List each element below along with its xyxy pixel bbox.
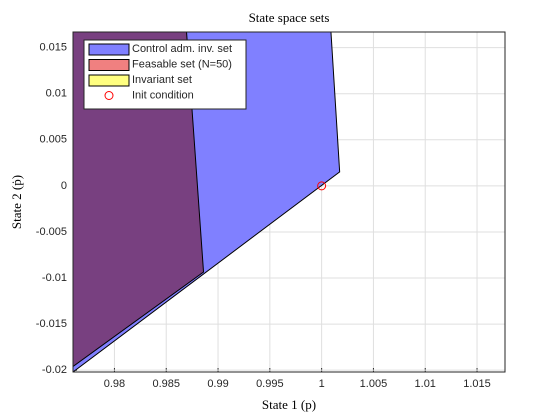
y-tick-label: 0.005 xyxy=(39,134,67,146)
legend-label: Control adm. inv. set xyxy=(132,43,232,55)
axes-box xyxy=(72,31,506,373)
legend-label: Invariant set xyxy=(132,74,192,86)
legend-marker xyxy=(104,91,114,100)
y-tick-label: -0.02 xyxy=(42,364,67,376)
legend-swatch xyxy=(88,59,130,71)
y-tick-label: 0.01 xyxy=(46,88,67,100)
x-tick-label: 1.01 xyxy=(415,378,436,390)
x-tick-label: 1 xyxy=(319,378,325,390)
legend-swatch xyxy=(88,74,130,87)
x-tick-label: 0.995 xyxy=(256,378,284,390)
y-tick-label: 0 xyxy=(61,180,67,192)
x-tick-label: 0.99 xyxy=(207,378,228,390)
y-tick-label: -0.01 xyxy=(42,272,67,284)
set-polygon xyxy=(73,32,205,368)
chart-title: State space sets xyxy=(249,10,330,25)
y-tick-label: -0.015 xyxy=(36,318,67,330)
legend-label: Init condition xyxy=(132,89,194,101)
x-tick-label: 0.985 xyxy=(152,378,180,390)
legend-swatch xyxy=(88,43,130,56)
legend-label: Feasable set (N=50) xyxy=(132,58,232,70)
legend: Control adm. inv. set Feasable set (N=50)… xyxy=(83,39,247,110)
x-tick-label: 1.015 xyxy=(463,378,491,390)
y-tick-label: 0.015 xyxy=(39,42,67,54)
y-axis-label: State 2 (ṗ) xyxy=(9,175,24,229)
init-point xyxy=(317,181,327,191)
x-tick-label: 1.005 xyxy=(360,378,388,390)
x-tick-label: 0.98 xyxy=(104,378,125,390)
x-axis-label: State 1 (p) xyxy=(262,397,316,412)
plot-area xyxy=(73,32,341,372)
y-tick-label: -0.005 xyxy=(36,226,67,238)
